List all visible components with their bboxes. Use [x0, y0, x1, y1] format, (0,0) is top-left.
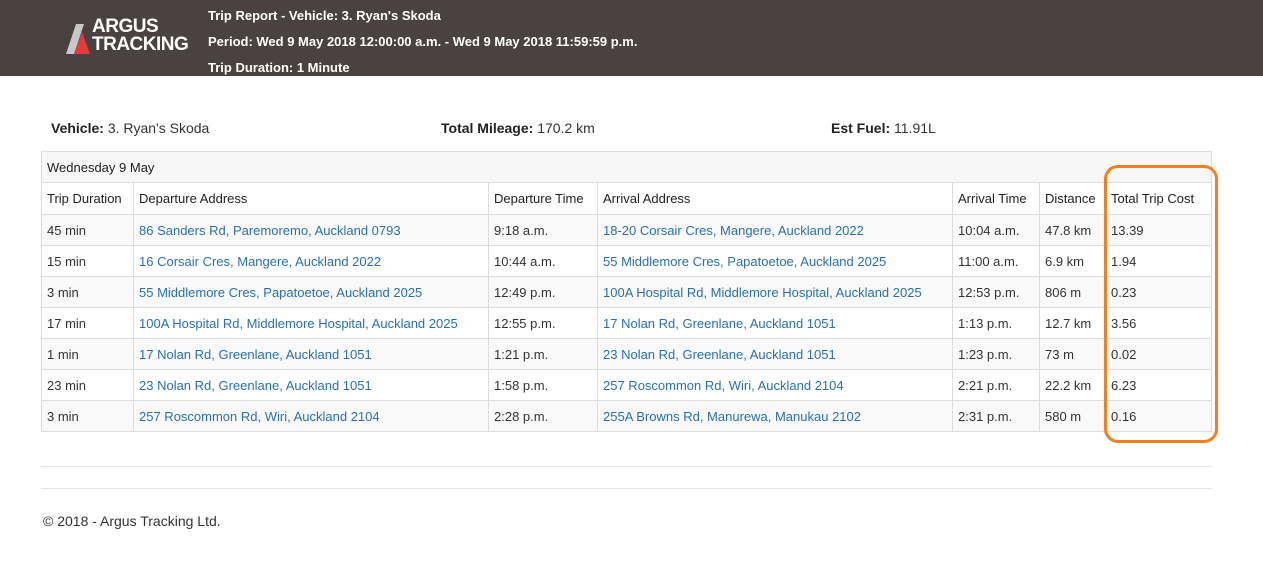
- arrival-time: 12:53 p.m.: [952, 276, 1040, 308]
- table-header-row: Trip Duration Departure Address Departur…: [41, 182, 1212, 215]
- departure-address-link[interactable]: 86 Sanders Rd, Paremoremo, Auckland 0793: [133, 214, 489, 246]
- col-total-trip-cost: Total Trip Cost: [1105, 182, 1212, 215]
- departure-time: 12:55 p.m.: [488, 307, 598, 339]
- departure-address-link[interactable]: 55 Middlemore Cres, Papatoetoe, Auckland…: [133, 276, 489, 308]
- mileage-value: 170.2 km: [537, 120, 595, 136]
- col-arrival-address: Arrival Address: [597, 182, 953, 215]
- trip-duration: 3 min: [41, 400, 134, 432]
- fuel-label: Est Fuel:: [831, 120, 891, 136]
- departure-address-link[interactable]: 257 Roscommon Rd, Wiri, Auckland 2104: [133, 400, 489, 432]
- fuel-summary: Est Fuel: 11.91L: [831, 120, 936, 136]
- footer-copyright: © 2018 - Argus Tracking Ltd.: [43, 513, 221, 529]
- distance: 580 m: [1039, 400, 1106, 432]
- total-trip-cost: 13.39: [1105, 214, 1212, 246]
- argus-tracking-logo: ARGUS TRACKING: [56, 16, 196, 60]
- col-departure-time: Departure Time: [488, 182, 598, 215]
- divider: [41, 466, 1212, 467]
- departure-time: 10:44 a.m.: [488, 245, 598, 277]
- distance: 12.7 km: [1039, 307, 1106, 339]
- arrival-time: 1:23 p.m.: [952, 338, 1040, 370]
- logo-mark-icon: [66, 24, 90, 54]
- departure-time: 2:28 p.m.: [488, 400, 598, 432]
- table-row: 45 min 86 Sanders Rd, Paremoremo, Auckla…: [41, 214, 1212, 246]
- table-row: 17 min 100A Hospital Rd, Middlemore Hosp…: [41, 307, 1212, 339]
- total-trip-cost: 6.23: [1105, 369, 1212, 401]
- trip-duration: 17 min: [41, 307, 134, 339]
- total-trip-cost: 0.23: [1105, 276, 1212, 308]
- trip-table: Wednesday 9 May Trip Duration Departure …: [41, 151, 1212, 432]
- col-arrival-time: Arrival Time: [952, 182, 1040, 215]
- vehicle-summary: Vehicle: 3. Ryan's Skoda: [51, 120, 209, 136]
- arrival-time: 11:00 a.m.: [952, 245, 1040, 277]
- logo-line-1: ARGUS: [92, 16, 159, 37]
- arrival-time: 1:13 p.m.: [952, 307, 1040, 339]
- fuel-value: 11.91L: [894, 120, 936, 136]
- arrival-address-link[interactable]: 18-20 Corsair Cres, Mangere, Auckland 20…: [597, 214, 953, 246]
- distance: 22.2 km: [1039, 369, 1106, 401]
- col-distance: Distance: [1039, 182, 1106, 215]
- departure-address-link[interactable]: 16 Corsair Cres, Mangere, Auckland 2022: [133, 245, 489, 277]
- table-row: 15 min 16 Corsair Cres, Mangere, Aucklan…: [41, 245, 1212, 277]
- arrival-address-link[interactable]: 100A Hospital Rd, Middlemore Hospital, A…: [597, 276, 953, 308]
- table-row: 1 min 17 Nolan Rd, Greenlane, Auckland 1…: [41, 338, 1212, 370]
- distance: 806 m: [1039, 276, 1106, 308]
- arrival-address-link[interactable]: 55 Middlemore Cres, Papatoetoe, Auckland…: [597, 245, 953, 277]
- arrival-address-link[interactable]: 23 Nolan Rd, Greenlane, Auckland 1051: [597, 338, 953, 370]
- total-trip-cost: 1.94: [1105, 245, 1212, 277]
- total-trip-cost: 3.56: [1105, 307, 1212, 339]
- table-row: 23 min 23 Nolan Rd, Greenlane, Auckland …: [41, 369, 1212, 401]
- trip-duration: 23 min: [41, 369, 134, 401]
- col-trip-duration: Trip Duration: [41, 182, 134, 215]
- departure-time: 1:21 p.m.: [488, 338, 598, 370]
- arrival-address-link[interactable]: 17 Nolan Rd, Greenlane, Auckland 1051: [597, 307, 953, 339]
- trip-duration: 1 min: [41, 338, 134, 370]
- departure-time: 9:18 a.m.: [488, 214, 598, 246]
- arrival-time: 2:31 p.m.: [952, 400, 1040, 432]
- trip-duration: 3 min: [41, 276, 134, 308]
- report-period: Period: Wed 9 May 2018 12:00:00 a.m. - W…: [208, 34, 638, 49]
- distance: 73 m: [1039, 338, 1106, 370]
- distance: 47.8 km: [1039, 214, 1106, 246]
- day-row: Wednesday 9 May: [41, 151, 1212, 183]
- mileage-label: Total Mileage:: [441, 120, 534, 136]
- report-duration: Trip Duration: 1 Minute: [208, 60, 350, 75]
- col-departure-address: Departure Address: [133, 182, 489, 215]
- total-trip-cost: 0.02: [1105, 338, 1212, 370]
- total-trip-cost: 0.16: [1105, 400, 1212, 432]
- vehicle-label: Vehicle:: [51, 120, 104, 136]
- arrival-address-link[interactable]: 257 Roscommon Rd, Wiri, Auckland 2104: [597, 369, 953, 401]
- report-header: ARGUS TRACKING Trip Report - Vehicle: 3.…: [0, 0, 1263, 76]
- report-title: Trip Report - Vehicle: 3. Ryan's Skoda: [208, 8, 441, 23]
- arrival-time: 10:04 a.m.: [952, 214, 1040, 246]
- divider: [41, 488, 1212, 489]
- vehicle-value: 3. Ryan's Skoda: [107, 120, 210, 136]
- departure-address-link[interactable]: 17 Nolan Rd, Greenlane, Auckland 1051: [133, 338, 489, 370]
- departure-address-link[interactable]: 23 Nolan Rd, Greenlane, Auckland 1051: [133, 369, 489, 401]
- table-row: 3 min 257 Roscommon Rd, Wiri, Auckland 2…: [41, 400, 1212, 432]
- departure-time: 12:49 p.m.: [488, 276, 598, 308]
- day-label: Wednesday 9 May: [41, 151, 1212, 183]
- trip-duration: 45 min: [41, 214, 134, 246]
- arrival-address-link[interactable]: 255A Browns Rd, Manurewa, Manukau 2102: [597, 400, 953, 432]
- trip-summary: Vehicle: 3. Ryan's Skoda Total Mileage: …: [0, 120, 1263, 140]
- distance: 6.9 km: [1039, 245, 1106, 277]
- trip-duration: 15 min: [41, 245, 134, 277]
- departure-address-link[interactable]: 100A Hospital Rd, Middlemore Hospital, A…: [133, 307, 489, 339]
- header-info: Trip Report - Vehicle: 3. Ryan's Skoda P…: [208, 3, 637, 81]
- mileage-summary: Total Mileage: 170.2 km: [441, 120, 595, 136]
- table-row: 3 min 55 Middlemore Cres, Papatoetoe, Au…: [41, 276, 1212, 308]
- departure-time: 1:58 p.m.: [488, 369, 598, 401]
- logo-line-2: TRACKING: [92, 34, 189, 55]
- arrival-time: 2:21 p.m.: [952, 369, 1040, 401]
